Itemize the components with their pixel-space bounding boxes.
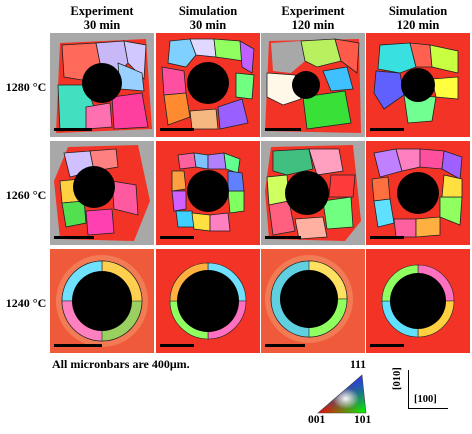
micrograph-1280-simulation-30 bbox=[156, 33, 260, 137]
column-header-line2: 120 min bbox=[396, 18, 440, 32]
micrograph-1260-experiment-120 bbox=[261, 141, 365, 245]
micrograph-1260-experiment-30 bbox=[50, 141, 154, 245]
axis-label-100: [100] bbox=[414, 394, 437, 405]
micrograph-1280-experiment-120 bbox=[261, 33, 365, 137]
legend-001: 001 bbox=[308, 414, 326, 426]
micrograph-1260-simulation-120 bbox=[366, 141, 470, 245]
micrograph-1240-experiment-120 bbox=[261, 249, 365, 353]
column-header-line1: Simulation bbox=[388, 4, 448, 18]
micrograph-1240-simulation-30 bbox=[156, 249, 260, 353]
axis-label-010: [010] bbox=[392, 367, 403, 390]
column-header-line1: Simulation bbox=[178, 4, 238, 18]
axis-horizontal-line bbox=[408, 408, 448, 409]
row-label-1280: 1280 °C bbox=[5, 80, 47, 94]
row-label-1240: 1240 °C bbox=[5, 296, 47, 310]
micrograph-1260-simulation-30 bbox=[156, 141, 260, 245]
column-header-line2: 120 min bbox=[291, 18, 335, 32]
sample-axes: [010] [100] bbox=[392, 367, 452, 420]
column-header-line2: 30 min bbox=[83, 18, 121, 32]
ipf-color-legend: 111 001 101 bbox=[306, 359, 378, 429]
column-header-line1: Experiment bbox=[70, 4, 134, 18]
scale-bar-note: All micronbars are 400μm. bbox=[52, 357, 190, 371]
row-label-1260: 1260 °C bbox=[5, 188, 47, 202]
legend-101: 101 bbox=[354, 414, 372, 426]
column-header-line1: Experiment bbox=[281, 4, 345, 18]
micrograph-1280-experiment-30 bbox=[50, 33, 154, 137]
column-header-experiment-120: Experiment 120 min bbox=[261, 4, 365, 32]
ipf-triangle bbox=[317, 374, 367, 414]
micrograph-1280-simulation-120 bbox=[366, 33, 470, 137]
axis-vertical-line bbox=[408, 370, 409, 408]
column-header-simulation-120: Simulation 120 min bbox=[366, 4, 470, 32]
column-header-simulation-30: Simulation 30 min bbox=[156, 4, 260, 32]
micrograph-1240-simulation-120 bbox=[366, 249, 470, 353]
micrograph-1240-experiment-30 bbox=[50, 249, 154, 353]
legend-111: 111 bbox=[350, 359, 366, 371]
column-header-experiment-30: Experiment 30 min bbox=[50, 4, 154, 32]
column-header-line2: 30 min bbox=[189, 18, 227, 32]
